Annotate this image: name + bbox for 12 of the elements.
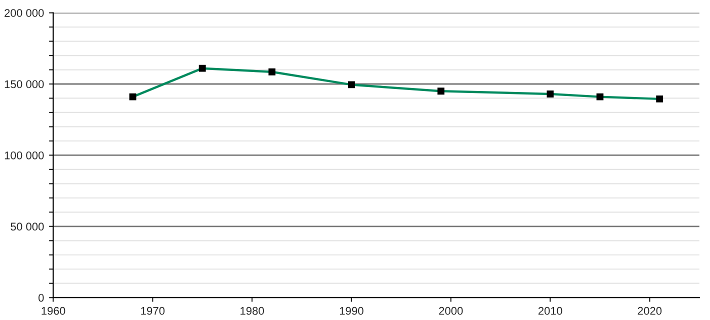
x-tick-label: 1980 bbox=[240, 306, 264, 315]
y-tick-label: 200 000 bbox=[4, 9, 44, 17]
y-tick-label: 50 000 bbox=[10, 222, 44, 231]
x-tick-label: 1990 bbox=[340, 306, 364, 315]
x-tick-label: 1970 bbox=[141, 306, 165, 315]
y-tick-label: 150 000 bbox=[4, 80, 44, 88]
y-tick-label: 0 bbox=[38, 294, 44, 302]
y-tick-label: 100 000 bbox=[4, 151, 44, 160]
x-tick-label: 2010 bbox=[538, 306, 562, 315]
x-tick-label: 1960 bbox=[42, 306, 66, 315]
x-tick-label: 2020 bbox=[638, 306, 662, 315]
x-tick-label: 2000 bbox=[439, 306, 463, 315]
